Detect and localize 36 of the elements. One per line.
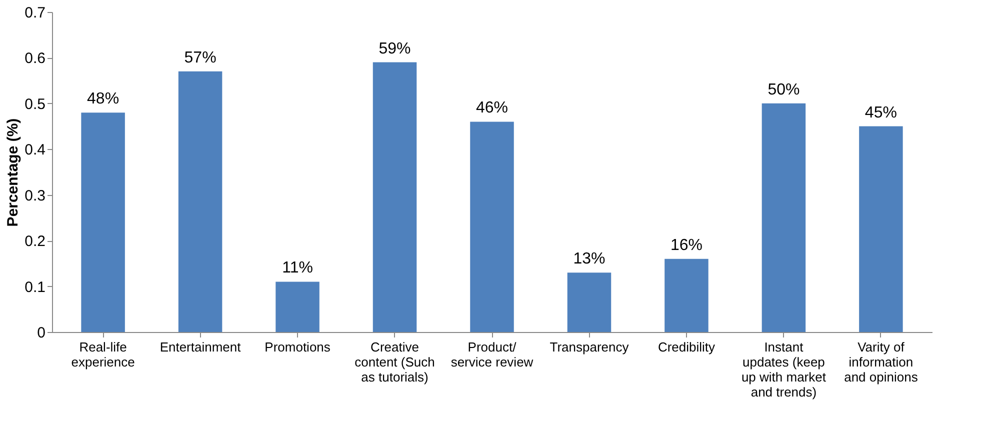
bar [470,122,514,332]
bar [762,103,806,332]
x-tick-label: Instant updates (keep up with market and trends) [741,340,826,400]
bar [276,282,320,332]
x-tick-label: Transparency [550,340,630,354]
y-tick-label: 0.2 [24,233,46,250]
y-tick-label: 0.7 [24,4,46,22]
data-label: 46% [476,100,508,117]
bar [859,126,903,332]
bar [81,112,125,332]
data-label: 16% [670,236,702,254]
y-tick-label: 0.1 [24,278,46,296]
x-tick-label: Varity of information and opinions [844,340,918,384]
bar [178,71,222,332]
y-tick-label: 0.5 [24,96,46,113]
y-tick-label: 0 [37,324,46,342]
data-label: 48% [87,90,120,108]
x-tick-label: Real-life experience [71,340,135,370]
data-label: 57% [184,49,216,66]
x-tick-label: Creative content (Such as tutorials) [354,340,435,384]
x-tick-label: Credibility [658,340,716,354]
data-label: 11% [282,260,313,277]
x-tick-label: Product/ service review [450,340,534,370]
bar [567,272,612,332]
y-tick-label: 0.3 [24,187,46,204]
data-label: 45% [864,104,897,122]
y-axis-title: Percentage (%) [4,118,22,227]
y-tick-label: 0.6 [24,50,46,68]
data-label: 50% [768,81,800,98]
x-tick-label: Promotions [264,340,331,354]
data-label: 13% [573,250,606,268]
bar [664,258,708,332]
x-tick-label: Entertainment [160,340,242,354]
y-tick-label: 0.4 [24,142,46,159]
data-label: 59% [378,40,411,58]
bar [372,62,417,332]
